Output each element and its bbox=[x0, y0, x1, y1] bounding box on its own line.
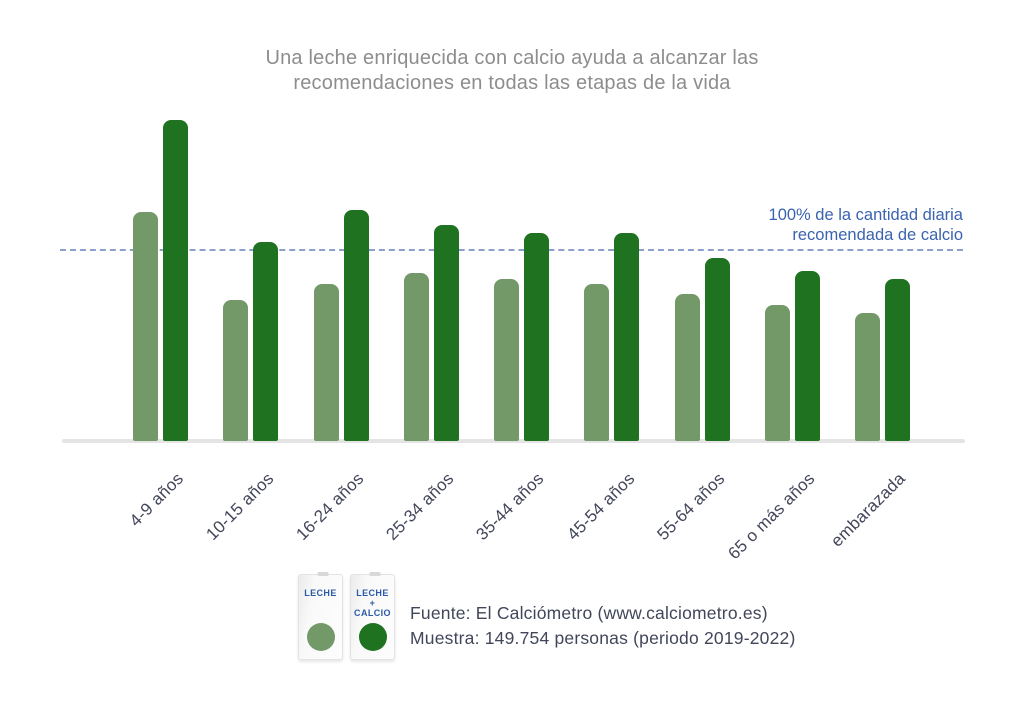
reference-line-annotation: 100% de la cantidad diaria recomendada d… bbox=[663, 205, 963, 245]
source-note: Fuente: El Calciómetro (www.calciometro.… bbox=[410, 601, 796, 651]
bar-leche-calcio bbox=[794, 271, 820, 441]
x-axis-label: 55-64 años bbox=[653, 468, 729, 544]
bar-leche-calcio bbox=[614, 233, 640, 441]
x-axis-label: 10-15 años bbox=[202, 468, 278, 544]
bar-leche-calcio bbox=[885, 279, 910, 441]
bar-leche-calcio bbox=[524, 233, 549, 441]
x-axis-label: 4-9 años bbox=[125, 468, 187, 531]
carton-leche-calcio-label: LECHE + CALCIO bbox=[354, 588, 391, 618]
bar-leche bbox=[674, 294, 700, 441]
bar-leche-calcio bbox=[253, 242, 279, 441]
x-axis-label: embarazada bbox=[827, 468, 909, 551]
x-axis-label: 35-44 años bbox=[472, 468, 548, 544]
x-axis-label: 25-34 años bbox=[382, 468, 458, 544]
x-axis-label: 16-24 años bbox=[292, 468, 368, 544]
carton-cap-icon bbox=[369, 572, 381, 576]
legend: LECHE LECHE + CALCIO bbox=[298, 572, 398, 662]
bar-leche bbox=[313, 284, 339, 441]
x-axis-label: 65 o más años bbox=[724, 468, 819, 564]
sample-line: Muestra: 149.754 personas (periodo 2019-… bbox=[410, 628, 796, 648]
bar-leche bbox=[403, 273, 429, 441]
reference-annotation-line2: recomendada de calcio bbox=[792, 226, 963, 244]
bar-leche bbox=[584, 284, 610, 441]
source-line: Fuente: El Calciómetro (www.calciometro.… bbox=[410, 603, 768, 623]
bar-leche bbox=[133, 212, 158, 441]
carton-leche-label: LECHE bbox=[304, 588, 337, 598]
bar-leche-calcio bbox=[343, 210, 369, 441]
legend-carton-leche-calcio: LECHE + CALCIO bbox=[350, 572, 395, 660]
leche-calcio-color-swatch bbox=[358, 623, 387, 651]
bar-leche bbox=[764, 305, 790, 441]
chart-title: Una leche enriquecida con calcio ayuda a… bbox=[265, 47, 759, 94]
legend-carton-leche: LECHE bbox=[298, 572, 343, 660]
bar-leche-calcio bbox=[704, 258, 730, 441]
carton-cap-icon bbox=[317, 572, 329, 576]
bar-leche bbox=[855, 313, 880, 441]
reference-annotation-line1: 100% de la cantidad diaria bbox=[768, 206, 963, 224]
bar-leche bbox=[223, 300, 249, 441]
x-axis-line bbox=[62, 439, 965, 443]
reference-line-100pct bbox=[60, 249, 963, 251]
x-axis-label: 45-54 años bbox=[563, 468, 639, 544]
bar-leche-calcio bbox=[163, 120, 188, 441]
leche-color-swatch bbox=[306, 623, 335, 651]
bar-leche bbox=[494, 279, 519, 441]
bar-leche-calcio bbox=[433, 225, 459, 441]
